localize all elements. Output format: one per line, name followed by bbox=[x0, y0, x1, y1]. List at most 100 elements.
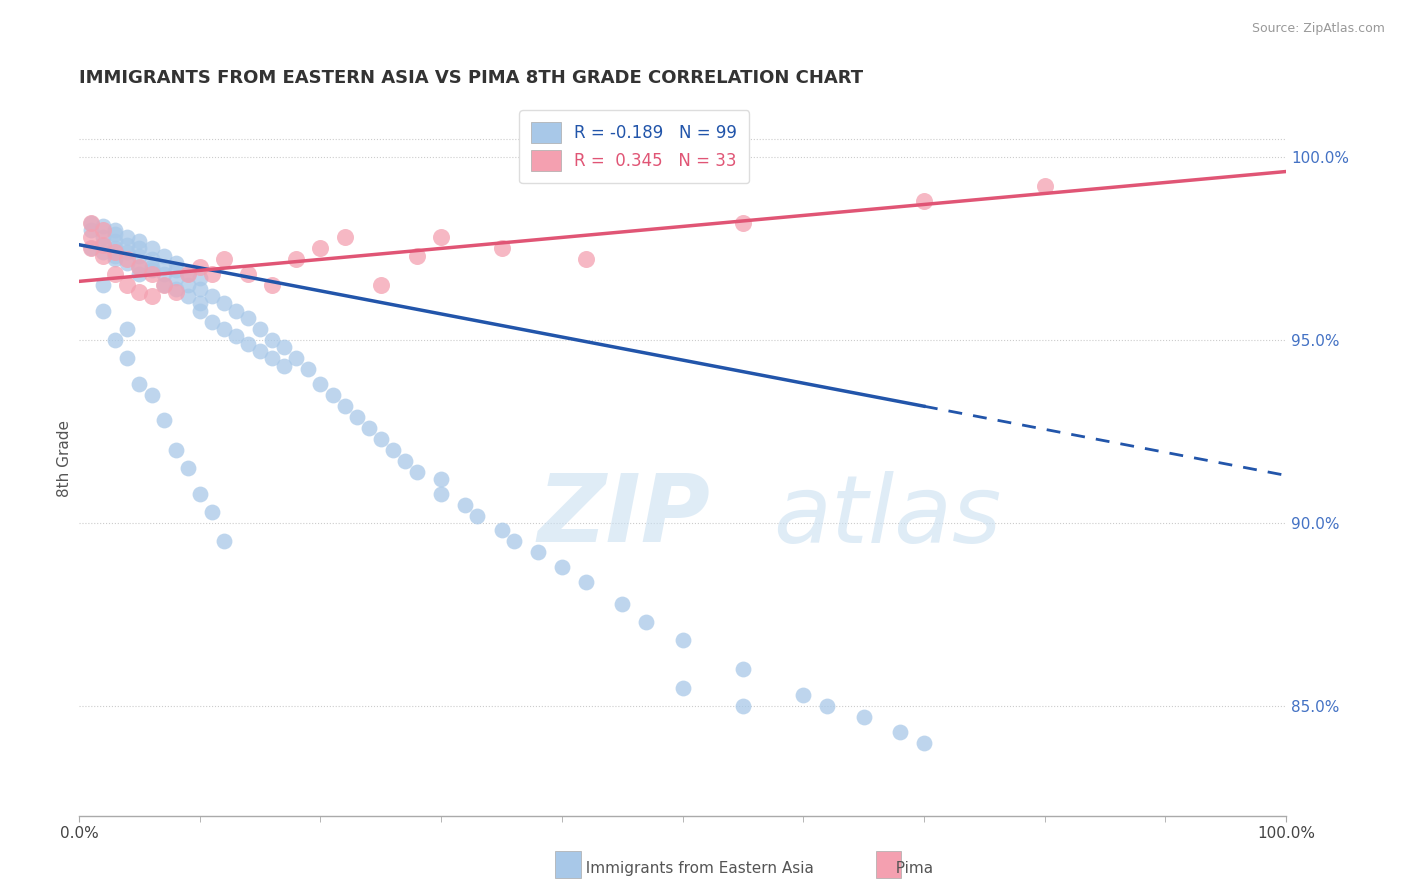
Point bbox=[406, 249, 429, 263]
Point bbox=[212, 322, 235, 336]
Point bbox=[117, 278, 139, 293]
Point bbox=[152, 278, 174, 293]
Point bbox=[188, 303, 211, 318]
Point bbox=[128, 285, 150, 300]
Point bbox=[152, 267, 174, 281]
Point bbox=[141, 252, 163, 267]
Point bbox=[201, 289, 224, 303]
Point bbox=[141, 289, 163, 303]
Text: Source: ZipAtlas.com: Source: ZipAtlas.com bbox=[1251, 22, 1385, 36]
Text: atlas: atlas bbox=[773, 471, 1001, 562]
Point bbox=[249, 343, 271, 358]
Point bbox=[912, 736, 935, 750]
Point bbox=[117, 322, 139, 336]
Point bbox=[575, 252, 598, 267]
Point bbox=[165, 282, 187, 296]
Point bbox=[636, 615, 658, 629]
Point bbox=[201, 505, 224, 519]
Text: IMMIGRANTS FROM EASTERN ASIA VS PIMA 8TH GRADE CORRELATION CHART: IMMIGRANTS FROM EASTERN ASIA VS PIMA 8TH… bbox=[79, 69, 863, 87]
Text: Immigrants from Eastern Asia: Immigrants from Eastern Asia bbox=[576, 861, 814, 876]
Point bbox=[128, 260, 150, 274]
Point bbox=[104, 333, 127, 347]
Point bbox=[502, 534, 524, 549]
Point bbox=[91, 245, 114, 260]
Point bbox=[91, 303, 114, 318]
Point bbox=[889, 724, 911, 739]
Point bbox=[141, 388, 163, 402]
Point bbox=[104, 245, 127, 260]
Point bbox=[128, 249, 150, 263]
Point bbox=[262, 333, 284, 347]
Y-axis label: 8th Grade: 8th Grade bbox=[58, 420, 72, 498]
Point bbox=[165, 270, 187, 285]
Text: Pima: Pima bbox=[886, 861, 934, 876]
Point bbox=[141, 263, 163, 277]
Point bbox=[612, 597, 634, 611]
Point bbox=[249, 322, 271, 336]
Text: ZIP: ZIP bbox=[537, 470, 710, 562]
Point bbox=[165, 256, 187, 270]
Point bbox=[333, 230, 356, 244]
Point bbox=[152, 278, 174, 293]
Point bbox=[346, 409, 368, 424]
Point bbox=[236, 310, 259, 325]
Point bbox=[128, 376, 150, 391]
Point bbox=[91, 223, 114, 237]
Point bbox=[731, 699, 754, 714]
Point bbox=[201, 315, 224, 329]
Point bbox=[322, 388, 344, 402]
Point bbox=[104, 241, 127, 255]
Point bbox=[80, 241, 103, 255]
Point bbox=[671, 633, 693, 648]
Point bbox=[297, 362, 319, 376]
Point bbox=[792, 688, 814, 702]
Point bbox=[188, 296, 211, 310]
Point bbox=[370, 278, 392, 293]
Point bbox=[273, 340, 295, 354]
Point bbox=[117, 351, 139, 366]
Point bbox=[177, 278, 200, 293]
Point bbox=[454, 498, 477, 512]
Point bbox=[430, 472, 453, 486]
Point bbox=[285, 351, 308, 366]
Point bbox=[177, 461, 200, 475]
Point bbox=[212, 252, 235, 267]
Point bbox=[551, 560, 574, 574]
Point bbox=[91, 237, 114, 252]
Point bbox=[491, 241, 513, 255]
Point bbox=[117, 256, 139, 270]
Point bbox=[128, 241, 150, 255]
FancyBboxPatch shape bbox=[876, 851, 901, 878]
Point bbox=[117, 237, 139, 252]
Point bbox=[381, 442, 404, 457]
Point bbox=[815, 699, 838, 714]
Point bbox=[104, 223, 127, 237]
Point bbox=[357, 421, 380, 435]
Point bbox=[201, 267, 224, 281]
Point bbox=[152, 249, 174, 263]
Point bbox=[80, 216, 103, 230]
Point bbox=[188, 260, 211, 274]
Point bbox=[165, 285, 187, 300]
Point bbox=[128, 234, 150, 248]
Point bbox=[177, 267, 200, 281]
Point bbox=[152, 413, 174, 427]
Point bbox=[104, 227, 127, 241]
Point bbox=[91, 219, 114, 234]
Point bbox=[80, 241, 103, 255]
Point bbox=[117, 245, 139, 260]
Point bbox=[333, 399, 356, 413]
Point bbox=[309, 376, 332, 391]
Point bbox=[117, 252, 139, 267]
Point bbox=[731, 216, 754, 230]
Point bbox=[912, 194, 935, 208]
Point bbox=[188, 486, 211, 500]
Point bbox=[491, 524, 513, 538]
Point bbox=[141, 260, 163, 274]
Point bbox=[91, 249, 114, 263]
Point bbox=[104, 249, 127, 263]
Point bbox=[91, 230, 114, 244]
Point bbox=[526, 545, 548, 559]
Point bbox=[671, 681, 693, 695]
Point bbox=[141, 267, 163, 281]
